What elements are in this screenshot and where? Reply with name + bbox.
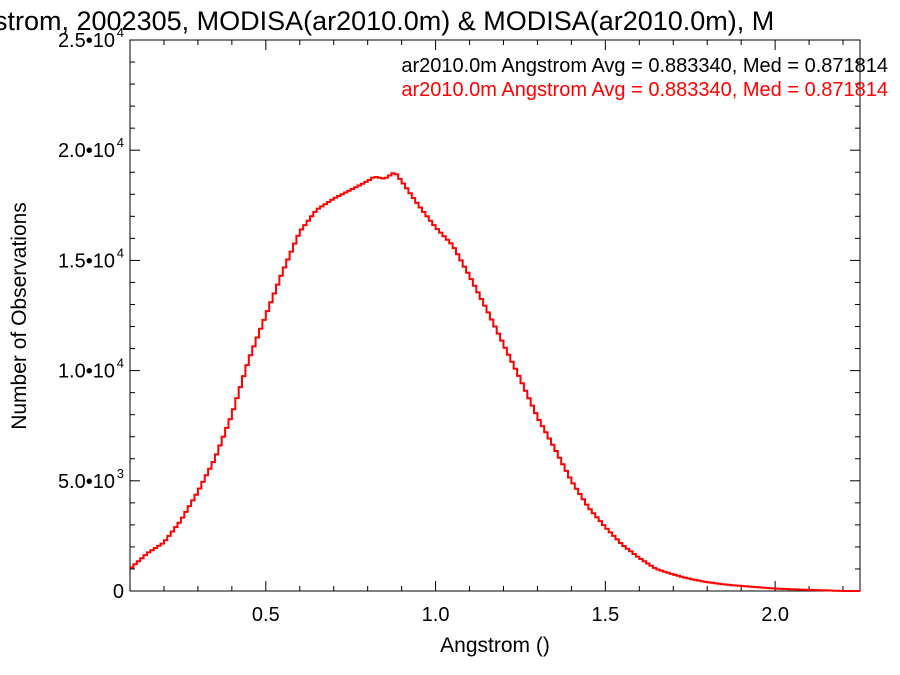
y-axis: 05.0•10 31.0•10 41.5•10 42.0•10 42.5•10 4 (58, 25, 860, 603)
y-tick-label: 2.0•10 (58, 140, 115, 162)
y-tick-label: 2.5•10 (58, 30, 115, 52)
y-tick-exponent: 4 (117, 356, 124, 371)
x-tick-label: 1.5 (591, 604, 619, 626)
plot-frame (129, 39, 861, 592)
y-tick-label: 5.0•10 (58, 471, 115, 493)
y-tick-exponent: 3 (117, 466, 124, 481)
x-axis: 0.5 1.0 1.5 2.0 (129, 40, 844, 626)
legend-entry-black: ar2010.0m Angstrom Avg = 0.883340, Med =… (401, 55, 888, 77)
y-tick-exponent: 4 (117, 135, 124, 150)
y-tick-exponent: 4 (117, 245, 124, 260)
x-tick-label: 1.0 (422, 604, 450, 626)
x-axis-label: Angstrom () (440, 634, 550, 657)
y-tick-label: 1.5•10 (58, 250, 115, 272)
x-tick-label: 2.0 (761, 604, 789, 626)
legend-entry-red: ar2010.0m Angstrom Avg = 0.883340, Med =… (401, 79, 888, 101)
histogram-series-line (130, 172, 860, 592)
y-tick-exponent: 4 (117, 25, 124, 40)
y-axis-label: Number of Observations (8, 202, 31, 430)
chart-title: strom, 2002305, MODISA(ar2010.0m) & MODI… (0, 6, 774, 36)
x-tick-label: 0.5 (252, 604, 280, 626)
y-tick-label: 0 (113, 581, 124, 603)
y-tick-label: 1.0•10 (58, 361, 115, 383)
